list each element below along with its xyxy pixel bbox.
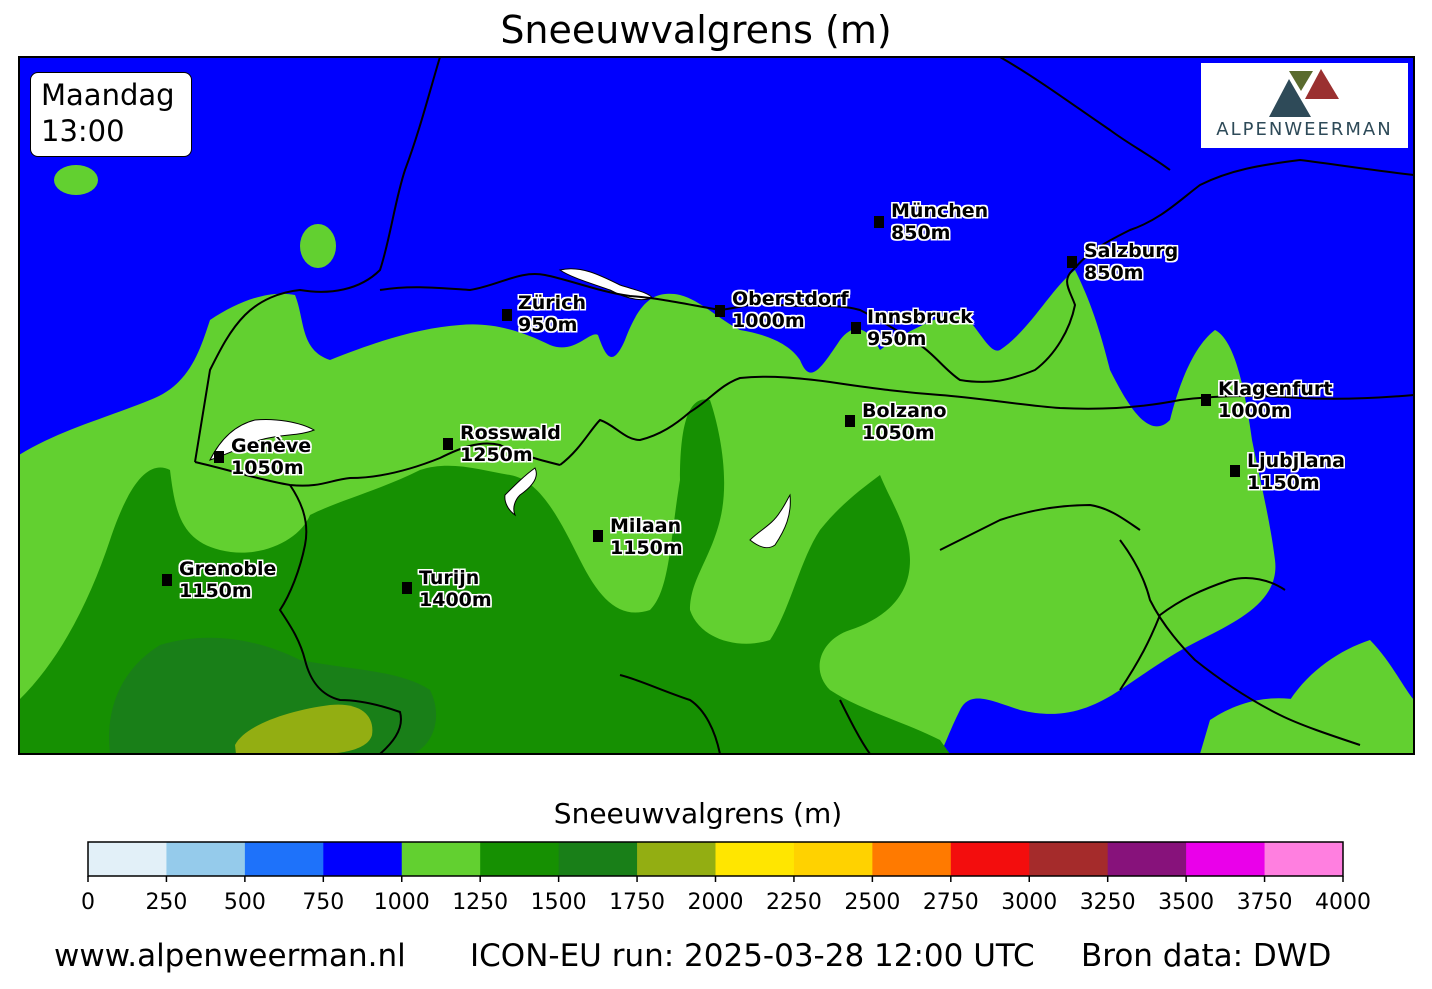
lake-geneva (209, 419, 316, 461)
colorbar-tick-label: 500 (223, 890, 266, 915)
colorbar-tick-label: 1000 (373, 890, 430, 915)
colorbar-segment (950, 842, 1030, 876)
colorbar-tick-label: 1500 (530, 890, 587, 915)
colorbar-tick-label: 4000 (1315, 890, 1371, 915)
city-label-munchen: München 850m (891, 200, 989, 244)
colorbar-segment (715, 842, 795, 876)
colorbar-tick-label: 1250 (452, 890, 509, 915)
colorbar-segment (88, 842, 167, 876)
alpenweerman-logo: ALPENWEERMAN (1201, 63, 1408, 148)
colorbar-segment (480, 842, 560, 876)
footer-source: Bron data: DWD (1081, 938, 1332, 974)
city-marker (1201, 394, 1211, 406)
colorbar-tick-label: 2750 (922, 890, 979, 915)
colorbar-tick-label: 3000 (1001, 890, 1058, 915)
colorbar-tick-label: 3750 (1236, 890, 1293, 915)
city-label-geneve: Genève 1050m (231, 435, 312, 479)
city-markers (162, 216, 1240, 594)
map-title: Sneeuwvalgrens (m) (500, 8, 892, 52)
lake-maggiore (504, 467, 537, 517)
city-marker (851, 322, 861, 334)
city-marker (1067, 256, 1077, 268)
colorbar-label: Sneeuwvalgrens (m) (553, 797, 843, 830)
city-label-salzburg: Salzburg 850m (1084, 240, 1179, 284)
colorbar-tick-label: 0 (81, 890, 95, 915)
city-marker (402, 582, 412, 594)
colorbar-segment (1107, 842, 1187, 876)
colorbar-segment (558, 842, 638, 876)
city-marker (214, 451, 224, 463)
colorbar-segment (872, 842, 952, 876)
city-label-ljubljana: Ljubjlana 1150m (1247, 450, 1345, 494)
colorbar-tick-label: 2250 (765, 890, 822, 915)
lake-garda (749, 493, 791, 549)
city-label-grenoble: Grenoble 1150m (179, 558, 277, 602)
city-marker (162, 574, 172, 586)
colorbar-segment (793, 842, 873, 876)
time-label: 13:00 (41, 114, 125, 148)
colorbar-segment (323, 842, 403, 876)
city-marker (593, 530, 603, 542)
colorbar-tick-label: 3250 (1079, 890, 1136, 915)
logo-text: ALPENWEERMAN (1216, 119, 1393, 140)
city-label-klagenfurt: Klagenfurt 1000m (1218, 378, 1333, 422)
city-label-zurich: Zürich 950m (518, 292, 586, 336)
footer-site: www.alpenweerman.nl (54, 938, 406, 974)
city-label-turijn: Turijn 1400m (419, 567, 492, 611)
colorbar-tick-label: 250 (145, 890, 188, 915)
colorbar (87, 841, 1344, 882)
colorbar-tick-label: 3500 (1158, 890, 1215, 915)
city-marker (715, 305, 725, 317)
colorbar-segment (244, 842, 324, 876)
colorbar-segment (1264, 842, 1344, 876)
city-label-bolzano: Bolzano 1050m (862, 400, 947, 444)
colorbar-segment (401, 842, 481, 876)
city-marker (1230, 465, 1240, 477)
colorbar-tick-label: 2000 (687, 890, 744, 915)
day-label: Maandag (41, 78, 175, 112)
colorbar-tick-label: 750 (302, 890, 345, 915)
city-label-oberstdorf: Oberstdorf 1000m (732, 288, 849, 332)
city-marker (874, 216, 884, 228)
map-frame (18, 56, 1415, 755)
city-marker (502, 309, 512, 321)
time-box: Maandag 13:00 (30, 72, 192, 157)
city-label-rosswald: Rosswald 1250m (460, 422, 561, 466)
city-label-innsbruck: Innsbruck 950m (867, 306, 973, 350)
colorbar-segment (1186, 842, 1266, 876)
colorbar-segment (166, 842, 246, 876)
colorbar-segment (1029, 842, 1109, 876)
colorbar-tick-label: 2500 (844, 890, 901, 915)
country-borders (194, 57, 1414, 754)
footer-run: ICON-EU run: 2025-03-28 12:00 UTC (470, 938, 1035, 974)
colorbar-tick-label: 1750 (609, 890, 666, 915)
colorbar-segment (637, 842, 716, 876)
band-1750-2000 (235, 704, 373, 754)
city-marker (443, 438, 453, 450)
city-marker (845, 415, 855, 427)
city-label-milaan: Milaan 1150m (610, 515, 683, 559)
